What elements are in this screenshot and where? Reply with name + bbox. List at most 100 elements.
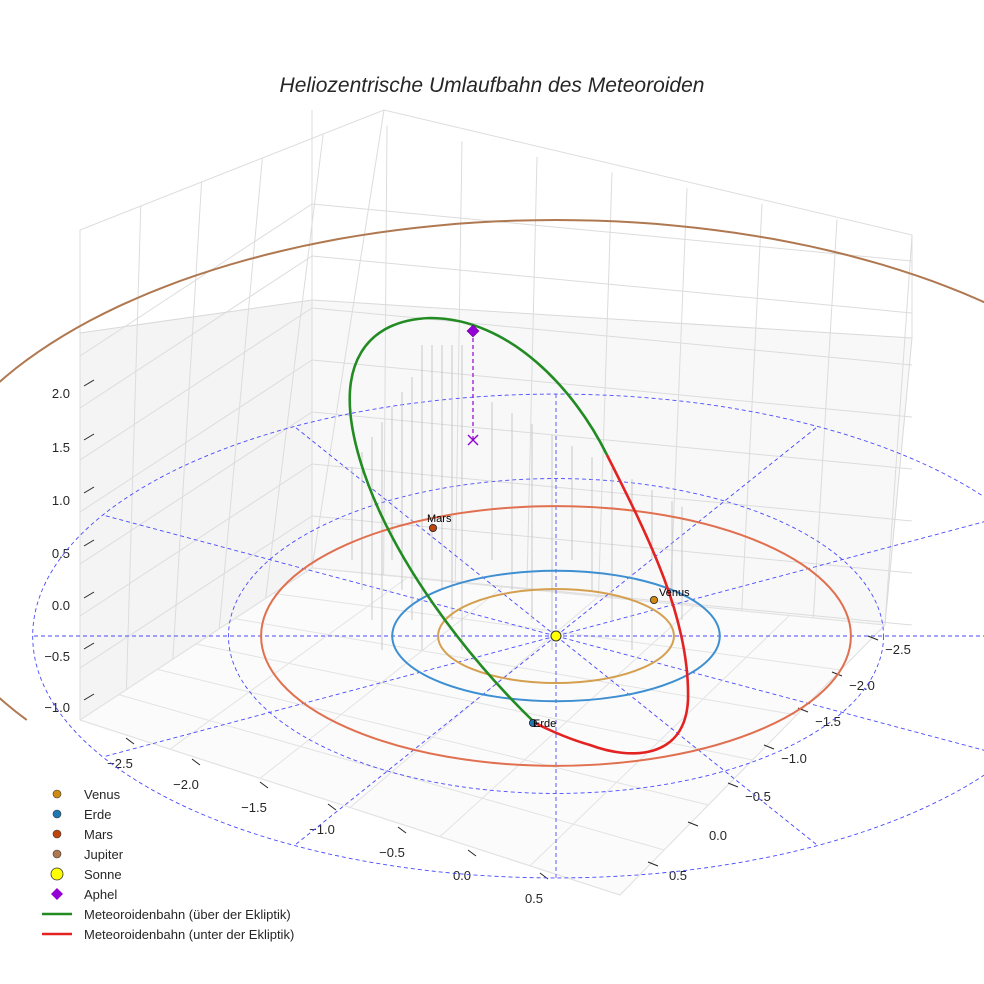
grid-line [383, 125, 388, 576]
y-tick-label: −1.0 [781, 751, 807, 766]
floor-grid-line [311, 567, 886, 626]
grid-line [311, 109, 385, 569]
legend: Venus Erde Mars Jupiter Sonne Aphel Meteoroide… [36, 784, 294, 944]
y-tick-mark [867, 635, 879, 641]
grid-line [311, 359, 913, 418]
legend-item: Sonne [36, 864, 294, 884]
aphel-projection-x [467, 434, 479, 446]
x-tick-label: 0.0 [453, 868, 471, 883]
ecliptic-radial-line [102, 514, 557, 637]
x-tick-mark [327, 803, 337, 811]
legend-item: Meteoroidenbahn (über der Ekliptik) [36, 904, 294, 924]
z-tick-mark [83, 433, 95, 441]
grid-line [79, 515, 313, 669]
ecliptic-radial-line [555, 521, 984, 637]
grid-line [79, 255, 313, 409]
x-tick-mark [397, 826, 407, 834]
x-tick-mark [191, 758, 201, 766]
legend-symbol [36, 884, 78, 904]
planet-orbits [0, 218, 984, 767]
legend-label: Sonne [84, 866, 122, 882]
legend-symbol [36, 844, 78, 864]
grid-lines [79, 109, 913, 896]
legend-symbol [36, 824, 78, 844]
z-tick-mark [83, 539, 95, 547]
grid-line [265, 133, 324, 599]
bodies: Venus Erde Mars [427, 324, 690, 730]
orbit-venus [437, 587, 675, 685]
orbit-jupiter [0, 218, 984, 721]
y-tick-mark [727, 782, 739, 788]
y-tick-label: 0.0 [709, 828, 727, 843]
x-tick-mark [259, 781, 269, 789]
meteoroid-orbit [348, 316, 690, 755]
legend-label: Venus [84, 786, 121, 802]
mars-label: Mars [427, 513, 452, 525]
grid-line [172, 181, 203, 660]
x-tick-mark [467, 849, 477, 857]
grid-line [669, 188, 688, 604]
z-tick-mark [83, 379, 95, 387]
legend-label: Meteoroidenbahn (über der Ekliptik) [84, 906, 291, 922]
ecliptic-reference-grid [32, 393, 984, 879]
mars-marker [428, 524, 437, 533]
grid-line [311, 255, 913, 314]
meteoroid-orbit-below [534, 454, 690, 755]
x-tick-label: −2.0 [173, 777, 199, 792]
y-tick-label: −2.5 [885, 642, 911, 657]
orbit-mars [260, 505, 852, 767]
orbit-erde [391, 569, 721, 703]
z-tick-mark [83, 693, 95, 701]
grid-line [218, 157, 263, 629]
z-tick-label: 1.5 [52, 440, 70, 455]
z-tick-label: 2.0 [52, 386, 70, 401]
x-tick-label: −2.5 [107, 756, 133, 771]
x-tick-mark [125, 737, 135, 745]
aphel-marker [466, 324, 480, 338]
z-tick-label: 1.0 [52, 493, 70, 508]
grid-line [79, 411, 313, 565]
grid-line [598, 172, 613, 597]
grid-line [741, 203, 763, 611]
x-tick-label: −1.0 [309, 822, 335, 837]
x-tick-label: −1.5 [241, 800, 267, 815]
sun-marker [550, 630, 562, 642]
legend-item: Jupiter [36, 844, 294, 864]
legend-label: Jupiter [84, 846, 124, 862]
legend-item: Erde [36, 804, 294, 824]
legend-item: Meteoroidenbahn (unter der Ekliptik) [36, 924, 294, 944]
z-tick-label: −1.0 [44, 700, 70, 715]
ecliptic-radial-line [102, 635, 557, 758]
legend-symbol [36, 804, 78, 824]
y-tick-label: −0.5 [745, 789, 771, 804]
z-tick-mark [83, 591, 95, 599]
ecliptic-radial-line [555, 635, 984, 751]
legend-label: Mars [84, 826, 113, 842]
legend-label: Meteoroidenbahn (unter der Ekliptik) [84, 926, 295, 942]
legend-symbol [36, 904, 78, 924]
legend-item: Venus [36, 784, 294, 804]
orbit-height-stems [351, 345, 683, 650]
chart-title: Heliozentrische Umlaufbahn des Meteoroid… [279, 74, 705, 97]
y-tick-label: −2.0 [849, 678, 875, 693]
grid-line [812, 219, 838, 618]
floor-grid-line [529, 615, 790, 867]
venus-label: Venus [659, 587, 690, 599]
erde-label: Erde [533, 718, 556, 730]
left-pane [80, 300, 312, 720]
legend-label: Erde [84, 806, 112, 822]
x-tick-label: −0.5 [379, 845, 405, 860]
box-edge [884, 337, 913, 626]
z-tick-mark [83, 486, 95, 494]
grid-line [79, 203, 313, 357]
y-tick-label: −1.5 [815, 714, 841, 729]
box-edge [79, 299, 313, 334]
grid-line [526, 156, 538, 590]
y-tick-mark [763, 744, 775, 750]
box-edge [311, 299, 913, 339]
legend-symbol [36, 924, 78, 944]
grid-line [79, 307, 313, 461]
z-tick-label: 0.5 [52, 546, 70, 561]
grid-line [311, 307, 913, 366]
